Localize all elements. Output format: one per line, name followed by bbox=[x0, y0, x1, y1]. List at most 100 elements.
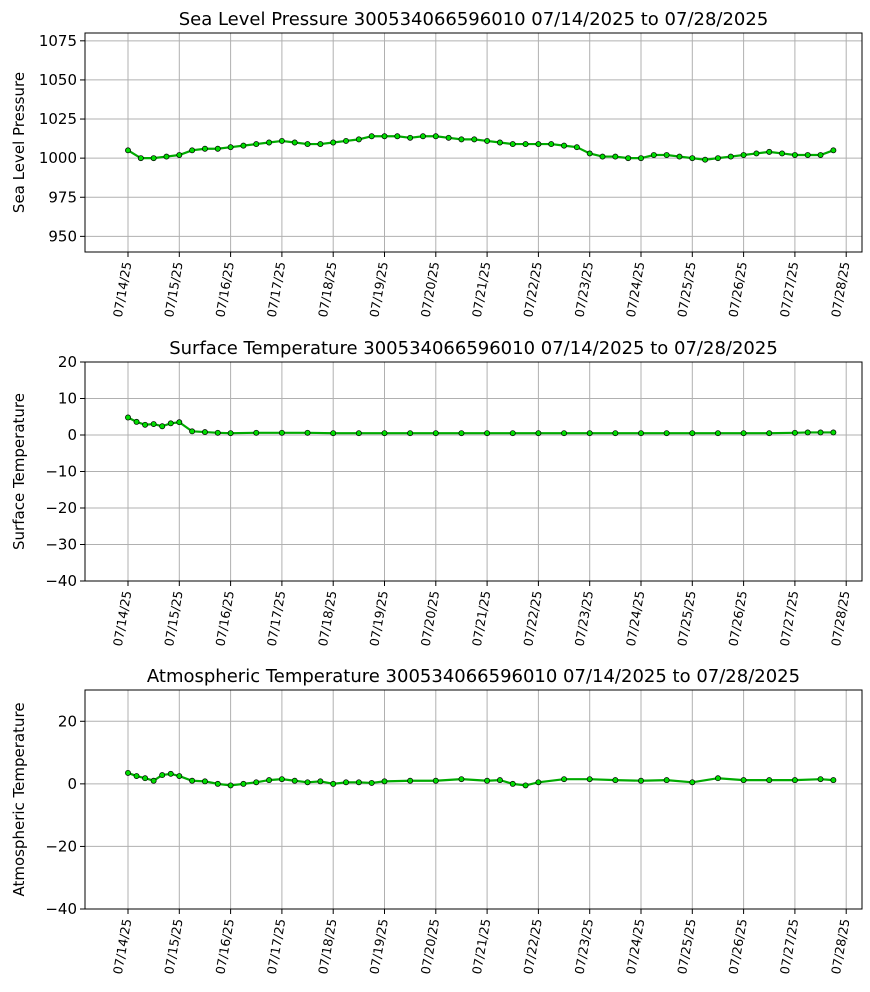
data-point bbox=[817, 152, 824, 158]
x-tick-label: 07/24/25 bbox=[623, 918, 648, 976]
data-point bbox=[368, 133, 375, 140]
data-point bbox=[291, 777, 298, 784]
data-point bbox=[304, 779, 311, 786]
y-axis-label: Surface Temperature bbox=[10, 393, 28, 550]
data-point bbox=[253, 141, 260, 148]
x-tick-label: 07/22/25 bbox=[520, 590, 545, 648]
data-point bbox=[253, 779, 260, 786]
x-tick-label: 07/21/25 bbox=[469, 918, 494, 976]
data-point bbox=[201, 145, 208, 152]
x-tick-label: 07/25/25 bbox=[674, 918, 699, 976]
data-point bbox=[142, 421, 149, 428]
x-tick-label: 07/15/25 bbox=[161, 590, 186, 648]
data-point bbox=[715, 155, 721, 162]
chart-panel-2: 07/14/25 07/15/25 07/16/25 07/17/25 07/18/25… bbox=[10, 338, 863, 648]
y-tick-label: 1075 bbox=[39, 32, 77, 50]
y-axis-label: Atmospheric Temperature bbox=[10, 702, 28, 896]
data-point bbox=[586, 150, 593, 157]
y-tick-label: −20 bbox=[45, 837, 77, 855]
data-point bbox=[689, 779, 696, 786]
x-tick-label: 07/16/25 bbox=[212, 918, 237, 976]
data-point bbox=[159, 772, 166, 779]
x-tick-label: 07/14/25 bbox=[110, 918, 135, 976]
data-point bbox=[740, 152, 747, 158]
data-point bbox=[189, 428, 196, 435]
data-point bbox=[830, 147, 837, 154]
data-point bbox=[317, 778, 324, 785]
data-point bbox=[715, 775, 721, 782]
data-point bbox=[189, 777, 196, 784]
data-point bbox=[804, 429, 811, 436]
data-point bbox=[176, 419, 183, 426]
y-tick-label: −30 bbox=[45, 536, 77, 554]
x-tick-label: 07/24/25 bbox=[623, 590, 648, 648]
data-point bbox=[278, 776, 285, 783]
data-point bbox=[830, 429, 837, 436]
data-point bbox=[535, 779, 542, 786]
data-point bbox=[458, 136, 465, 143]
y-tick-label: 20 bbox=[58, 712, 77, 730]
data-point bbox=[201, 429, 208, 436]
x-tick-label: 07/15/25 bbox=[161, 918, 186, 976]
x-tick-label: 07/25/25 bbox=[674, 590, 699, 648]
data-point bbox=[266, 777, 273, 784]
data-point bbox=[804, 152, 811, 158]
x-tick-label: 07/22/25 bbox=[520, 918, 545, 976]
data-point bbox=[779, 150, 786, 157]
x-tick-label: 07/22/25 bbox=[520, 261, 545, 319]
data-point bbox=[240, 780, 247, 787]
data-point bbox=[163, 153, 170, 160]
data-point bbox=[381, 430, 388, 437]
y-tick-label: 20 bbox=[58, 353, 77, 371]
x-tick-label: 07/17/25 bbox=[264, 918, 289, 976]
data-point bbox=[214, 429, 221, 436]
x-tick-label: 07/27/25 bbox=[777, 261, 802, 319]
data-point bbox=[278, 429, 285, 436]
data-point bbox=[586, 430, 593, 437]
x-tick-label: 07/17/25 bbox=[264, 590, 289, 648]
data-point bbox=[535, 141, 542, 148]
data-point bbox=[561, 776, 568, 783]
data-point bbox=[689, 430, 696, 437]
data-point bbox=[445, 134, 452, 141]
data-point bbox=[753, 150, 760, 157]
x-tick-label: 07/20/25 bbox=[418, 918, 443, 976]
y-tick-label: 1025 bbox=[39, 110, 77, 128]
data-point bbox=[125, 147, 131, 154]
x-tick-label: 07/25/25 bbox=[674, 261, 699, 319]
x-tick-label: 07/16/25 bbox=[212, 261, 237, 319]
data-point bbox=[638, 777, 644, 784]
chart-title: Surface Temperature 300534066596010 07/1… bbox=[169, 338, 778, 359]
data-point bbox=[368, 779, 375, 786]
y-axis-label: Sea Level Pressure bbox=[10, 72, 28, 213]
data-point bbox=[561, 142, 568, 149]
data-point bbox=[137, 155, 144, 162]
data-point bbox=[573, 144, 580, 151]
data-point bbox=[125, 414, 131, 421]
data-point bbox=[586, 776, 593, 783]
chart-panel-1: 07/14/25 07/15/25 07/16/25 07/17/25 07/18/25… bbox=[10, 9, 863, 319]
x-tick-label: 07/14/25 bbox=[110, 590, 135, 648]
x-tick-label: 07/18/25 bbox=[315, 918, 340, 976]
data-point bbox=[766, 148, 773, 155]
data-point bbox=[663, 777, 670, 784]
y-tick-label: −40 bbox=[45, 900, 77, 918]
data-point bbox=[817, 776, 824, 783]
data-point bbox=[355, 136, 362, 143]
data-point bbox=[227, 144, 234, 151]
data-point bbox=[304, 141, 311, 148]
x-tick-label: 07/18/25 bbox=[315, 590, 340, 648]
y-tick-label: −10 bbox=[45, 463, 77, 481]
data-point bbox=[740, 430, 747, 437]
y-tick-label: 975 bbox=[48, 188, 77, 206]
x-tick-label: 07/27/25 bbox=[777, 918, 802, 976]
data-point bbox=[689, 155, 696, 162]
data-point bbox=[561, 430, 568, 437]
x-tick-label: 07/26/25 bbox=[725, 918, 750, 976]
y-tick-label: 0 bbox=[67, 426, 77, 444]
x-tick-label: 07/26/25 bbox=[725, 261, 750, 319]
data-point bbox=[484, 137, 491, 144]
data-point bbox=[817, 429, 824, 436]
x-tick-label: 07/26/25 bbox=[725, 590, 750, 648]
data-point bbox=[133, 418, 140, 425]
